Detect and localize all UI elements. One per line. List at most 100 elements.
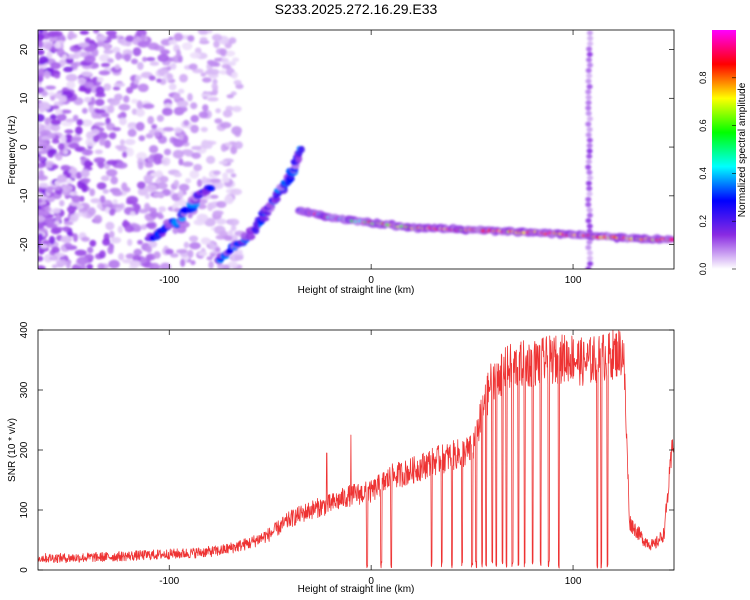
noise-blob xyxy=(96,76,104,83)
noise-blob xyxy=(221,57,229,64)
noise-blob xyxy=(76,204,84,209)
noise-blob xyxy=(213,170,221,175)
noise-blob xyxy=(149,145,159,154)
noise-blob xyxy=(54,41,61,49)
stripe-blob xyxy=(587,62,593,68)
noise-blob xyxy=(138,208,148,214)
stripe-blob xyxy=(585,110,592,116)
noise-blob xyxy=(124,225,135,233)
noise-blob xyxy=(125,35,135,43)
noise-blob xyxy=(156,114,164,122)
stripe-blob xyxy=(585,202,592,208)
noise-blob xyxy=(38,221,45,229)
noise-blob xyxy=(70,62,78,70)
noise-blob xyxy=(178,134,184,140)
noise-blob xyxy=(127,238,133,247)
snr-background xyxy=(38,330,674,570)
noise-blob xyxy=(189,170,200,179)
noise-blob xyxy=(38,265,44,269)
noise-blob xyxy=(114,204,124,209)
noise-blob xyxy=(38,209,44,216)
noise-blob xyxy=(213,85,219,91)
noise-blob xyxy=(50,119,62,126)
noise-blob xyxy=(51,264,58,269)
noise-blob xyxy=(105,221,115,231)
noise-blob xyxy=(102,188,110,194)
stripe-blob xyxy=(585,78,592,84)
colorbar-tick-label: 0.8 xyxy=(698,72,708,85)
branch-blob xyxy=(206,185,215,192)
stripe-blob xyxy=(586,46,593,52)
noise-blob xyxy=(51,139,60,144)
noise-blob xyxy=(60,235,73,243)
noise-blob xyxy=(225,168,235,174)
noise-blob xyxy=(90,96,96,106)
stripe-blob xyxy=(585,132,592,138)
noise-blob xyxy=(74,249,87,256)
colorbar-tick-label: 0.2 xyxy=(698,215,708,228)
noise-blob xyxy=(176,49,181,58)
noise-blob xyxy=(234,141,243,150)
noise-blob xyxy=(122,259,133,264)
noise-blob xyxy=(210,178,222,183)
noise-blob xyxy=(65,73,78,82)
noise-blob xyxy=(38,255,44,262)
noise-blob xyxy=(132,47,142,57)
noise-blob xyxy=(107,246,114,255)
noise-blob xyxy=(201,176,208,185)
noise-blob xyxy=(187,35,195,42)
noise-blob xyxy=(81,149,94,156)
noise-blob xyxy=(38,215,46,223)
noise-blob xyxy=(66,206,76,213)
noise-blob xyxy=(173,172,182,178)
noise-blob xyxy=(95,86,105,95)
noise-blob xyxy=(76,256,89,266)
snr-ticks: -100 0 100 0 100 200 300 400 xyxy=(19,321,674,587)
noise-blob xyxy=(117,225,123,234)
noise-blob xyxy=(54,252,65,257)
noise-blob xyxy=(126,147,134,157)
noise-blob xyxy=(215,234,226,240)
noise-blob xyxy=(112,46,121,54)
noise-blob xyxy=(173,32,184,42)
noise-blob xyxy=(109,230,115,238)
noise-blob xyxy=(144,192,150,199)
stripe-blob xyxy=(585,180,592,186)
noise-blob xyxy=(51,246,60,254)
noise-blob xyxy=(41,90,48,97)
noise-blob xyxy=(160,38,172,46)
noise-blob xyxy=(38,40,42,45)
noise-blob xyxy=(197,204,207,210)
noise-blob xyxy=(214,118,223,124)
noise-blob xyxy=(109,132,117,140)
noise-blob xyxy=(69,214,79,223)
noise-blob xyxy=(135,121,145,131)
noise-blob xyxy=(73,233,78,243)
noise-blob xyxy=(183,241,190,249)
noise-blob xyxy=(57,174,67,183)
stripe-blob xyxy=(586,212,593,218)
noise-blob xyxy=(64,134,73,143)
noise-blob xyxy=(168,83,177,91)
colorbar-label: Normalized spectral amplitude xyxy=(737,82,748,217)
stripe-blob xyxy=(586,84,593,90)
noise-blob xyxy=(90,198,101,204)
stripe-blob xyxy=(585,105,592,111)
snr-panel: -100 0 100 0 100 200 300 400 Height of straight… xyxy=(7,321,675,595)
stripe-blob xyxy=(586,73,593,79)
noise-blob xyxy=(59,200,65,207)
noise-blob xyxy=(216,218,227,225)
stripe-blob xyxy=(586,126,593,133)
noise-blob xyxy=(183,119,190,126)
noise-blob xyxy=(113,82,126,88)
y-tick-label: 0 xyxy=(19,567,30,573)
noise-blob xyxy=(189,242,201,250)
noise-blob xyxy=(173,127,183,134)
noise-blob xyxy=(99,54,110,62)
noise-blob xyxy=(38,49,45,56)
noise-blob xyxy=(70,173,77,179)
noise-blob xyxy=(133,248,143,256)
noise-blob xyxy=(219,48,227,56)
